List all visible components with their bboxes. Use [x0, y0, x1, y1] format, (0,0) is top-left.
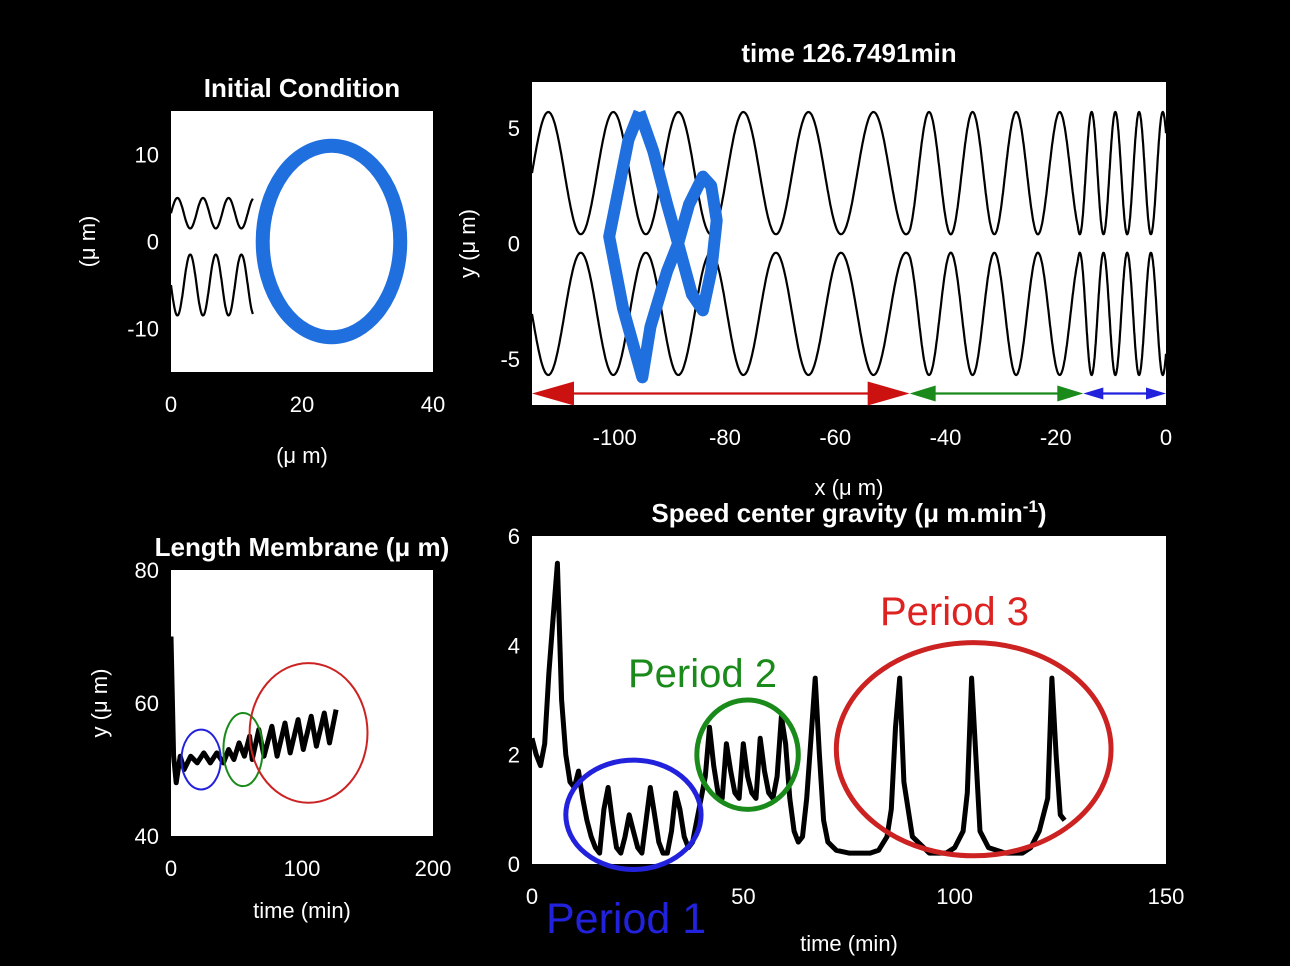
- snapshot-x-tick-label: -100: [593, 425, 637, 450]
- snapshot-y-axis-label: y (μ m): [455, 209, 480, 278]
- snapshot-title: time 126.7491min: [741, 38, 956, 68]
- snapshot-arrowhead-left-3: [1083, 387, 1104, 400]
- speed-title-text: Speed center gravity (μ m.min: [651, 498, 1022, 528]
- snapshot-title-text: time 126.7491min: [741, 38, 956, 68]
- snapshot-arrowhead-right-2: [1057, 385, 1084, 402]
- initial-x-tick-label: 20: [290, 392, 314, 417]
- snapshot-content: [532, 109, 1166, 384]
- length-series-line-1: [171, 636, 339, 786]
- snapshot-x-axis-label: x (μ m): [815, 475, 884, 500]
- initial-y-tick-label: 0: [147, 230, 159, 255]
- snapshot-y-tick-label: 0: [508, 232, 520, 257]
- initial-content: [171, 138, 408, 345]
- period-labels-layer: Period 1 Period 2 Period 3: [546, 590, 1029, 943]
- period-2-label: Period 2: [628, 652, 777, 696]
- initial-y-axis-label: (μ m): [75, 216, 100, 268]
- initial-x-tick-label: 40: [421, 392, 445, 417]
- length-title-text: Length Membrane (μ m): [155, 532, 450, 562]
- speed-y-tick-label: 4: [508, 633, 520, 658]
- speed-title-end: ): [1038, 498, 1047, 528]
- initial-x-axis-label: (μ m): [276, 443, 328, 468]
- snapshot-chart: y (μ m) time 126.7491min: [455, 38, 1166, 406]
- speed-y-tick-label: 0: [508, 852, 520, 877]
- snapshot-x-tick-label: -80: [709, 425, 741, 450]
- length-x-tick-label: 200: [415, 856, 452, 881]
- speed-y-tick-label: 2: [508, 743, 520, 768]
- speed-period-ellipse-2: [694, 697, 801, 812]
- length-y-tick-label: 40: [135, 824, 159, 849]
- length-period-ellipse-1: [180, 728, 222, 791]
- snapshot-x-tick-label: -20: [1040, 425, 1072, 450]
- length-x-tick-label: 0: [165, 856, 177, 881]
- length-plot-area: [171, 570, 433, 836]
- snapshot-x-tick-label: -60: [819, 425, 851, 450]
- initial-title-text: Initial Condition: [204, 73, 400, 103]
- speed-period-ellipse-3: [833, 640, 1114, 859]
- length-period-ellipse-3: [248, 662, 369, 804]
- snapshot-lower-wall-segment-3: [1076, 251, 1166, 377]
- speed-chart: Speed center gravity (μ m.min-1): [532, 497, 1166, 872]
- period-3-label: Period 3: [880, 590, 1029, 634]
- length-x-axis-label: time (min): [253, 898, 351, 923]
- speed-x-tick-label: 0: [526, 884, 538, 909]
- snapshot-y-tick-label: -5: [500, 347, 520, 372]
- initial-y-tick-label: 10: [135, 143, 159, 168]
- snapshot-x-tick-label: 0: [1160, 425, 1172, 450]
- snapshot-upper-wall-segment-2: [908, 110, 1079, 236]
- length-content: [171, 636, 339, 786]
- period-1-label: Period 1: [546, 895, 706, 943]
- snapshot-arrowhead-right-1: [867, 381, 910, 406]
- speed-x-tick-label: 100: [936, 884, 973, 909]
- speed-x-axis-label: time (min): [800, 931, 898, 956]
- snapshot-lower-wall-segment-1: [532, 251, 911, 377]
- length-x-tick-label: 100: [284, 856, 321, 881]
- initial-y-tick-label: -10: [127, 317, 159, 342]
- speed-title: Speed center gravity (μ m.min-1): [651, 497, 1046, 528]
- length-y-axis-label: y (μ m): [87, 669, 112, 738]
- initial-title: Initial Condition: [204, 73, 400, 103]
- initial-x-tick-label: 0: [165, 392, 177, 417]
- initial-channel-lower-wall: [171, 253, 254, 317]
- snapshot-cell-outline: [603, 109, 723, 384]
- length-y-tick-label: 60: [135, 691, 159, 716]
- initial-channel-upper-wall: [171, 196, 254, 230]
- length-period-ellipse-2: [222, 711, 264, 788]
- snapshot-x-tick-label: -40: [930, 425, 962, 450]
- snapshot-lower-wall-segment-2: [908, 251, 1079, 377]
- snapshot-upper-wall-segment-3: [1076, 110, 1166, 236]
- initial-cell-outline: [255, 138, 408, 345]
- length-chart: y (μ m) Length Membrane (μ m): [87, 532, 449, 836]
- speed-title-superscript: -1: [1023, 497, 1038, 516]
- speed-y-tick-label: 6: [508, 524, 520, 549]
- speed-x-tick-label: 150: [1148, 884, 1185, 909]
- snapshot-y-tick-label: 5: [508, 116, 520, 141]
- speed-x-tick-label: 50: [731, 884, 755, 909]
- length-title: Length Membrane (μ m): [155, 532, 450, 562]
- speed-period-ellipse-1: [563, 757, 704, 872]
- snapshot-arrowhead-left-1: [532, 381, 574, 406]
- snapshot-arrowhead-left-2: [909, 385, 936, 402]
- length-y-tick-label: 80: [135, 558, 159, 583]
- initial-chart: (μ m) Initial Condition: [75, 73, 433, 372]
- snapshot-arrowhead-right-3: [1146, 387, 1166, 400]
